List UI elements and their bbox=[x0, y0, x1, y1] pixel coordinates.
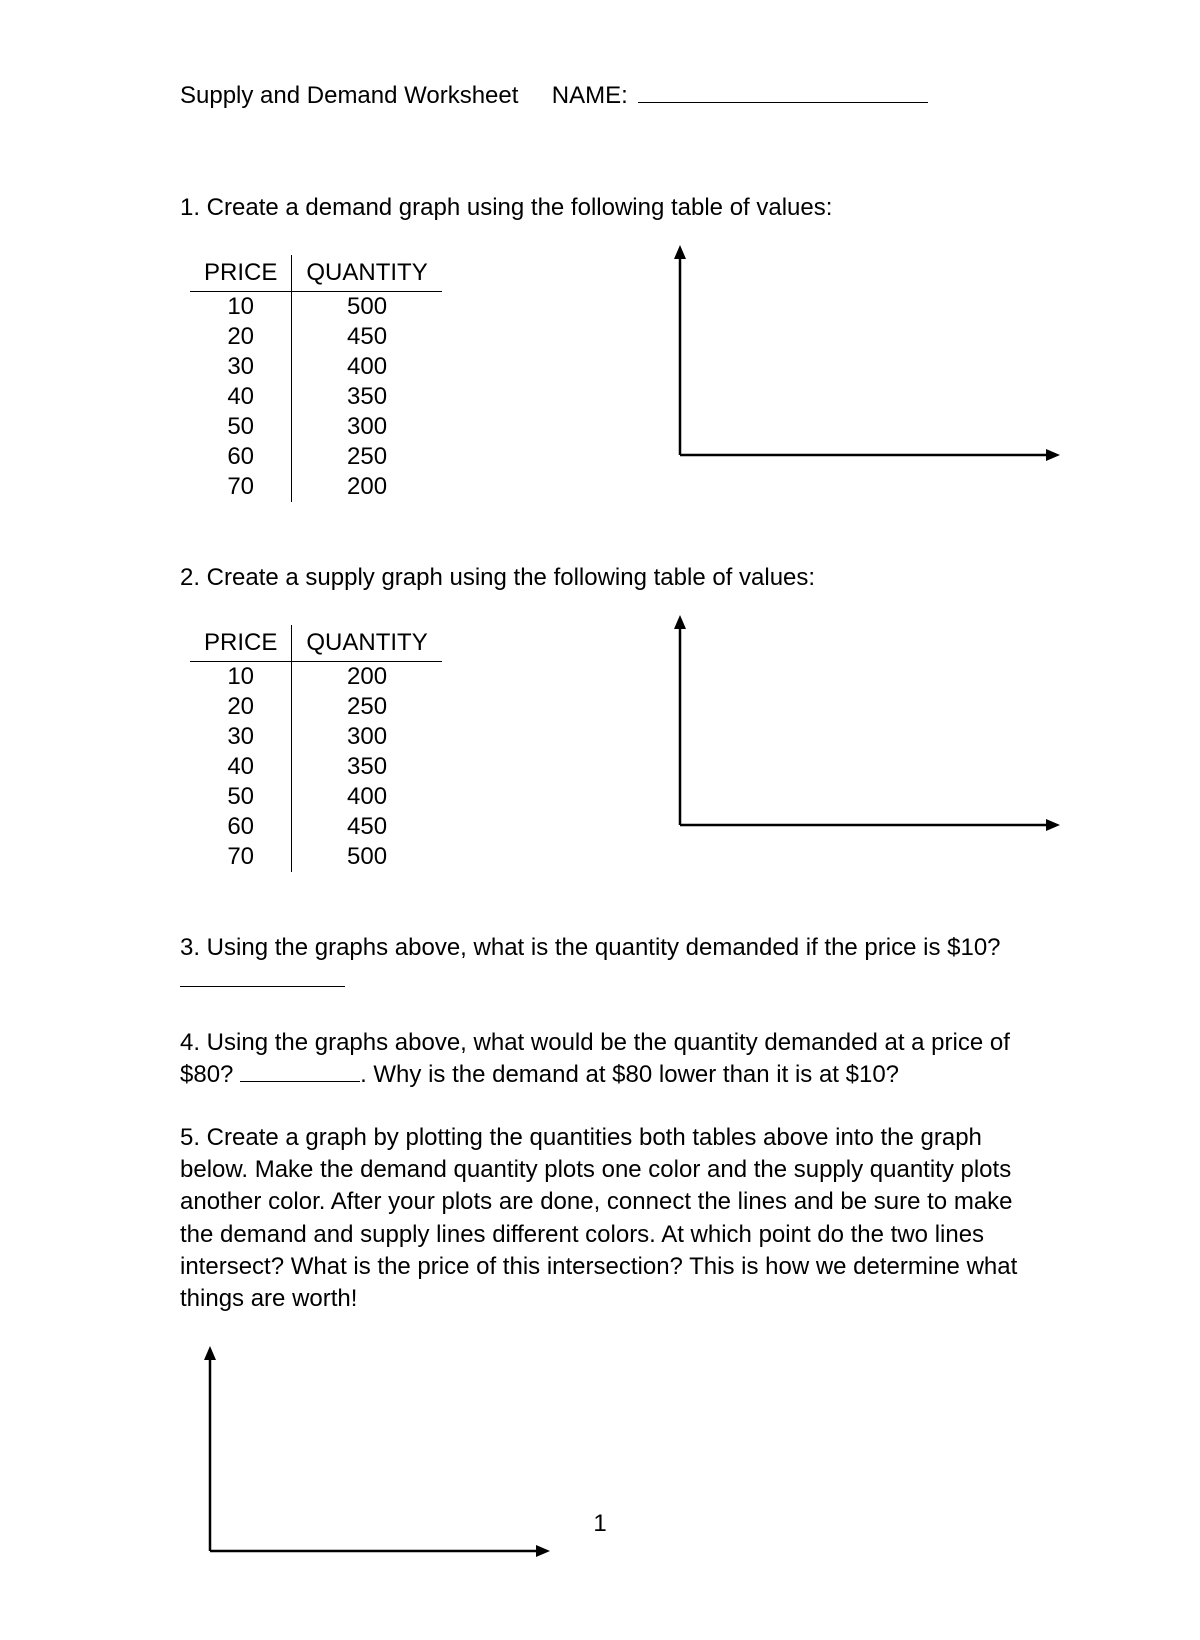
name-blank[interactable] bbox=[638, 102, 928, 103]
table-cell: 300 bbox=[292, 722, 442, 752]
table-row: 10200 bbox=[190, 661, 442, 692]
table-row: 40350 bbox=[190, 382, 442, 412]
table-cell: 300 bbox=[292, 412, 442, 442]
page-number: 1 bbox=[0, 1508, 1200, 1540]
q4-prompt-b: . Why is the demand at $80 lower than it… bbox=[360, 1061, 899, 1088]
table-row: 10500 bbox=[190, 292, 442, 323]
q3-prompt: 3. Using the graphs above, what is the q… bbox=[180, 932, 1020, 964]
table-header: QUANTITY bbox=[292, 255, 442, 292]
table-cell: 350 bbox=[292, 752, 442, 782]
table-cell: 200 bbox=[292, 472, 442, 502]
table-row: 50300 bbox=[190, 412, 442, 442]
table-row: 20450 bbox=[190, 322, 442, 352]
table-cell: 30 bbox=[190, 352, 292, 382]
table-cell: 500 bbox=[292, 842, 442, 872]
table-row: 70500 bbox=[190, 842, 442, 872]
q2-table-block: PRICEQUANTITY102002025030300403505040060… bbox=[190, 625, 442, 872]
q1-table: PRICEQUANTITY105002045030400403505030060… bbox=[190, 255, 442, 502]
q1-row: PRICEQUANTITY105002045030400403505030060… bbox=[180, 245, 1020, 502]
content-area: Supply and Demand Worksheet NAME: 1. Cre… bbox=[0, 0, 1200, 1580]
table-cell: 50 bbox=[190, 412, 292, 442]
table-cell: 10 bbox=[190, 292, 292, 323]
table-cell: 20 bbox=[190, 692, 292, 722]
table-cell: 70 bbox=[190, 472, 292, 502]
q3-answer-blank[interactable] bbox=[180, 986, 345, 987]
name-label: NAME: bbox=[552, 82, 628, 109]
q5-prompt: 5. Create a graph by plotting the quanti… bbox=[180, 1122, 1020, 1316]
table-row: 50400 bbox=[190, 782, 442, 812]
table-row: 60450 bbox=[190, 812, 442, 842]
table-cell: 60 bbox=[190, 812, 292, 842]
q4-answer-blank[interactable] bbox=[240, 1081, 360, 1082]
table-row: 70200 bbox=[190, 472, 442, 502]
table-cell: 250 bbox=[292, 692, 442, 722]
table-cell: 20 bbox=[190, 322, 292, 352]
q2-row: PRICEQUANTITY102002025030300403505040060… bbox=[180, 615, 1020, 872]
q1-table-block: PRICEQUANTITY105002045030400403505030060… bbox=[190, 255, 442, 502]
table-cell: 10 bbox=[190, 661, 292, 692]
table-header: PRICE bbox=[190, 255, 292, 292]
table-row: 30300 bbox=[190, 722, 442, 752]
header-line: Supply and Demand Worksheet NAME: bbox=[180, 80, 1020, 112]
table-row: 20250 bbox=[190, 692, 442, 722]
q1-axes-wrap bbox=[660, 245, 1060, 484]
q5-axes-wrap bbox=[190, 1346, 1020, 1580]
table-cell: 200 bbox=[292, 661, 442, 692]
table-cell: 40 bbox=[190, 752, 292, 782]
q1-axes bbox=[660, 245, 1060, 475]
table-cell: 400 bbox=[292, 782, 442, 812]
question-1-section: 1. Create a demand graph using the follo… bbox=[180, 192, 1020, 502]
table-cell: 450 bbox=[292, 322, 442, 352]
table-cell: 500 bbox=[292, 292, 442, 323]
table-header: PRICE bbox=[190, 625, 292, 662]
q1-prompt: 1. Create a demand graph using the follo… bbox=[180, 192, 1020, 224]
table-cell: 250 bbox=[292, 442, 442, 472]
table-cell: 350 bbox=[292, 382, 442, 412]
question-4-section: 4. Using the graphs above, what would be… bbox=[180, 1027, 1020, 1092]
table-row: 40350 bbox=[190, 752, 442, 782]
table-cell: 40 bbox=[190, 382, 292, 412]
table-cell: 60 bbox=[190, 442, 292, 472]
question-3-section: 3. Using the graphs above, what is the q… bbox=[180, 932, 1020, 997]
table-cell: 30 bbox=[190, 722, 292, 752]
q2-axes-wrap bbox=[660, 615, 1060, 854]
table-row: 30400 bbox=[190, 352, 442, 382]
q2-table: PRICEQUANTITY102002025030300403505040060… bbox=[190, 625, 442, 872]
table-row: 60250 bbox=[190, 442, 442, 472]
table-header: QUANTITY bbox=[292, 625, 442, 662]
table-cell: 400 bbox=[292, 352, 442, 382]
table-cell: 450 bbox=[292, 812, 442, 842]
worksheet-title: Supply and Demand Worksheet bbox=[180, 82, 518, 109]
q2-prompt: 2. Create a supply graph using the follo… bbox=[180, 562, 1020, 594]
table-cell: 70 bbox=[190, 842, 292, 872]
table-cell: 50 bbox=[190, 782, 292, 812]
q2-axes bbox=[660, 615, 1060, 845]
question-2-section: 2. Create a supply graph using the follo… bbox=[180, 562, 1020, 872]
worksheet-page: Supply and Demand Worksheet NAME: 1. Cre… bbox=[0, 0, 1200, 1580]
